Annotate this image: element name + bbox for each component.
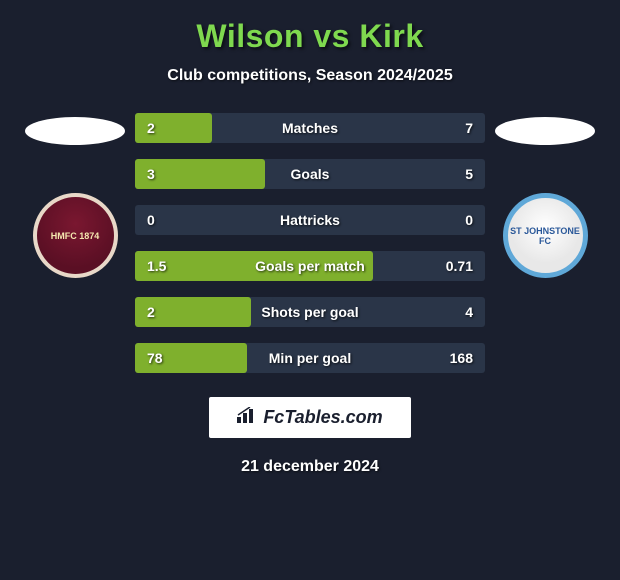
stat-row: 2Matches7 — [135, 113, 485, 143]
stat-row: 78Min per goal168 — [135, 343, 485, 373]
stat-label: Min per goal — [135, 350, 485, 366]
stat-label: Goals — [135, 166, 485, 182]
page-title: Wilson vs Kirk — [196, 18, 423, 55]
player-photo-placeholder-left — [25, 117, 125, 145]
date-text: 21 december 2024 — [241, 458, 379, 476]
club-crest-left: HMFC 1874 — [33, 193, 118, 278]
left-player-col: HMFC 1874 — [15, 113, 135, 278]
stat-value-right: 0.71 — [446, 258, 473, 274]
stat-label: Matches — [135, 120, 485, 136]
stat-value-right: 5 — [465, 166, 473, 182]
stat-label: Shots per goal — [135, 304, 485, 320]
main-row: HMFC 1874 2Matches7 3Goals5 0Hattricks0 1.5… — [0, 113, 620, 373]
stat-label: Hattricks — [135, 212, 485, 228]
stat-value-right: 7 — [465, 120, 473, 136]
player-photo-placeholder-right — [495, 117, 595, 145]
brand-text: FcTables.com — [263, 407, 382, 428]
brand-badge: FcTables.com — [209, 397, 410, 438]
stat-row: 3Goals5 — [135, 159, 485, 189]
comparison-infographic: Wilson vs Kirk Club competitions, Season… — [0, 0, 620, 580]
stat-row: 2Shots per goal4 — [135, 297, 485, 327]
stat-value-right: 0 — [465, 212, 473, 228]
crest-left-label: HMFC 1874 — [51, 231, 100, 241]
stat-row: 1.5Goals per match0.71 — [135, 251, 485, 281]
chart-icon — [237, 407, 257, 428]
stat-value-right: 168 — [450, 350, 473, 366]
stat-value-right: 4 — [465, 304, 473, 320]
stats-column: 2Matches7 3Goals5 0Hattricks0 1.5Goals per … — [135, 113, 485, 373]
right-player-col: ST JOHNSTONE FC — [485, 113, 605, 278]
stat-label: Goals per match — [135, 258, 485, 274]
crest-right-label: ST JOHNSTONE FC — [508, 226, 583, 246]
stat-row: 0Hattricks0 — [135, 205, 485, 235]
subtitle: Club competitions, Season 2024/2025 — [167, 67, 452, 85]
club-crest-right: ST JOHNSTONE FC — [503, 193, 588, 278]
